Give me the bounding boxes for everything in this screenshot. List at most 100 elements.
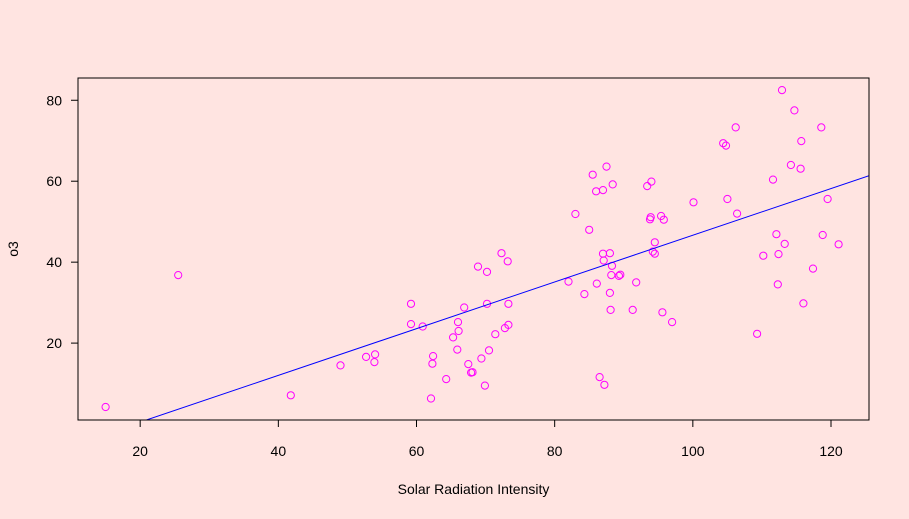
x-tick-label: 80 xyxy=(547,443,563,459)
plot-frame xyxy=(77,77,870,421)
data-point xyxy=(453,318,463,327)
data-point xyxy=(772,230,781,239)
data-point xyxy=(418,322,427,331)
data-point xyxy=(286,391,295,400)
x-tick-label: 120 xyxy=(819,443,843,459)
data-point xyxy=(480,381,489,390)
data-point xyxy=(658,308,667,317)
data-point xyxy=(605,249,615,258)
data-point xyxy=(614,271,624,280)
data-point xyxy=(797,137,806,146)
data-point xyxy=(429,352,438,361)
data-point xyxy=(406,320,416,329)
data-point xyxy=(647,177,656,186)
data-point xyxy=(473,262,483,271)
data-point xyxy=(174,271,183,280)
data-point xyxy=(468,368,477,377)
regression-line xyxy=(144,175,869,420)
data-point xyxy=(731,123,740,132)
data-point xyxy=(628,305,637,314)
data-point xyxy=(650,249,659,258)
data-point xyxy=(668,318,677,327)
data-point xyxy=(648,247,657,256)
data-point xyxy=(595,373,604,382)
data-point xyxy=(777,86,787,95)
data-point xyxy=(659,215,668,224)
data-point xyxy=(460,303,469,312)
y-tick-label: 40 xyxy=(46,254,62,270)
data-point xyxy=(598,186,608,195)
data-point xyxy=(823,194,832,204)
data-point xyxy=(504,299,513,308)
data-point xyxy=(503,257,512,266)
x-tick-label: 20 xyxy=(132,443,148,459)
data-point xyxy=(796,164,805,173)
x-tick-label: 60 xyxy=(409,443,425,459)
y-axis: 20 40 60 80 xyxy=(46,92,78,351)
data-point xyxy=(600,380,609,389)
data-point xyxy=(608,180,617,189)
data-point xyxy=(646,213,655,222)
x-tick-label: 100 xyxy=(681,443,705,459)
data-point xyxy=(733,209,742,218)
data-point xyxy=(564,277,573,286)
data-point xyxy=(426,394,436,403)
data-point xyxy=(786,160,796,170)
y-tick-label: 60 xyxy=(46,173,62,189)
data-point xyxy=(808,264,818,273)
data-point xyxy=(101,402,110,412)
x-axis-title: Solar Radiation Intensity xyxy=(398,481,550,497)
data-point xyxy=(464,360,473,369)
data-point xyxy=(773,280,782,289)
data-point xyxy=(774,250,783,259)
data-point xyxy=(453,345,462,354)
data-point xyxy=(592,279,601,288)
data-point xyxy=(768,175,778,184)
x-axis: 20 40 60 80 100 120 xyxy=(132,420,843,459)
data-point xyxy=(449,333,458,342)
data-point xyxy=(406,299,416,308)
data-point xyxy=(454,326,463,336)
data-point xyxy=(571,209,580,219)
data-point xyxy=(442,375,451,384)
data-point xyxy=(599,256,608,265)
y-tick-label: 20 xyxy=(46,335,62,351)
data-point xyxy=(336,361,345,370)
data-point xyxy=(606,305,615,314)
data-point xyxy=(497,249,506,258)
data-point xyxy=(605,288,615,297)
data-point xyxy=(759,251,768,260)
data-point xyxy=(650,238,659,247)
data-point xyxy=(362,352,371,361)
y-tick-label: 80 xyxy=(46,92,62,108)
data-point xyxy=(602,162,611,171)
data-point xyxy=(504,320,513,329)
data-point xyxy=(689,198,698,207)
y-axis-title: o3 xyxy=(5,241,21,257)
data-point xyxy=(484,346,494,355)
data-point xyxy=(834,240,843,249)
data-point xyxy=(817,123,826,132)
data-point xyxy=(585,225,594,234)
data-point xyxy=(482,267,492,276)
data-point xyxy=(632,278,641,287)
x-tick-label: 40 xyxy=(271,443,287,459)
data-point xyxy=(790,106,799,115)
data-point xyxy=(753,329,762,338)
data-point xyxy=(799,299,808,308)
data-point xyxy=(580,290,589,299)
data-point xyxy=(780,239,789,248)
data-point xyxy=(370,358,379,367)
data-point xyxy=(588,170,597,179)
data-point xyxy=(616,270,625,279)
data-point xyxy=(721,141,731,150)
data-point xyxy=(723,194,732,204)
data-point xyxy=(477,354,486,363)
data-point xyxy=(818,230,827,240)
data-point xyxy=(719,139,728,148)
data-point xyxy=(643,182,652,191)
data-point xyxy=(371,350,380,359)
data-point xyxy=(491,330,500,339)
